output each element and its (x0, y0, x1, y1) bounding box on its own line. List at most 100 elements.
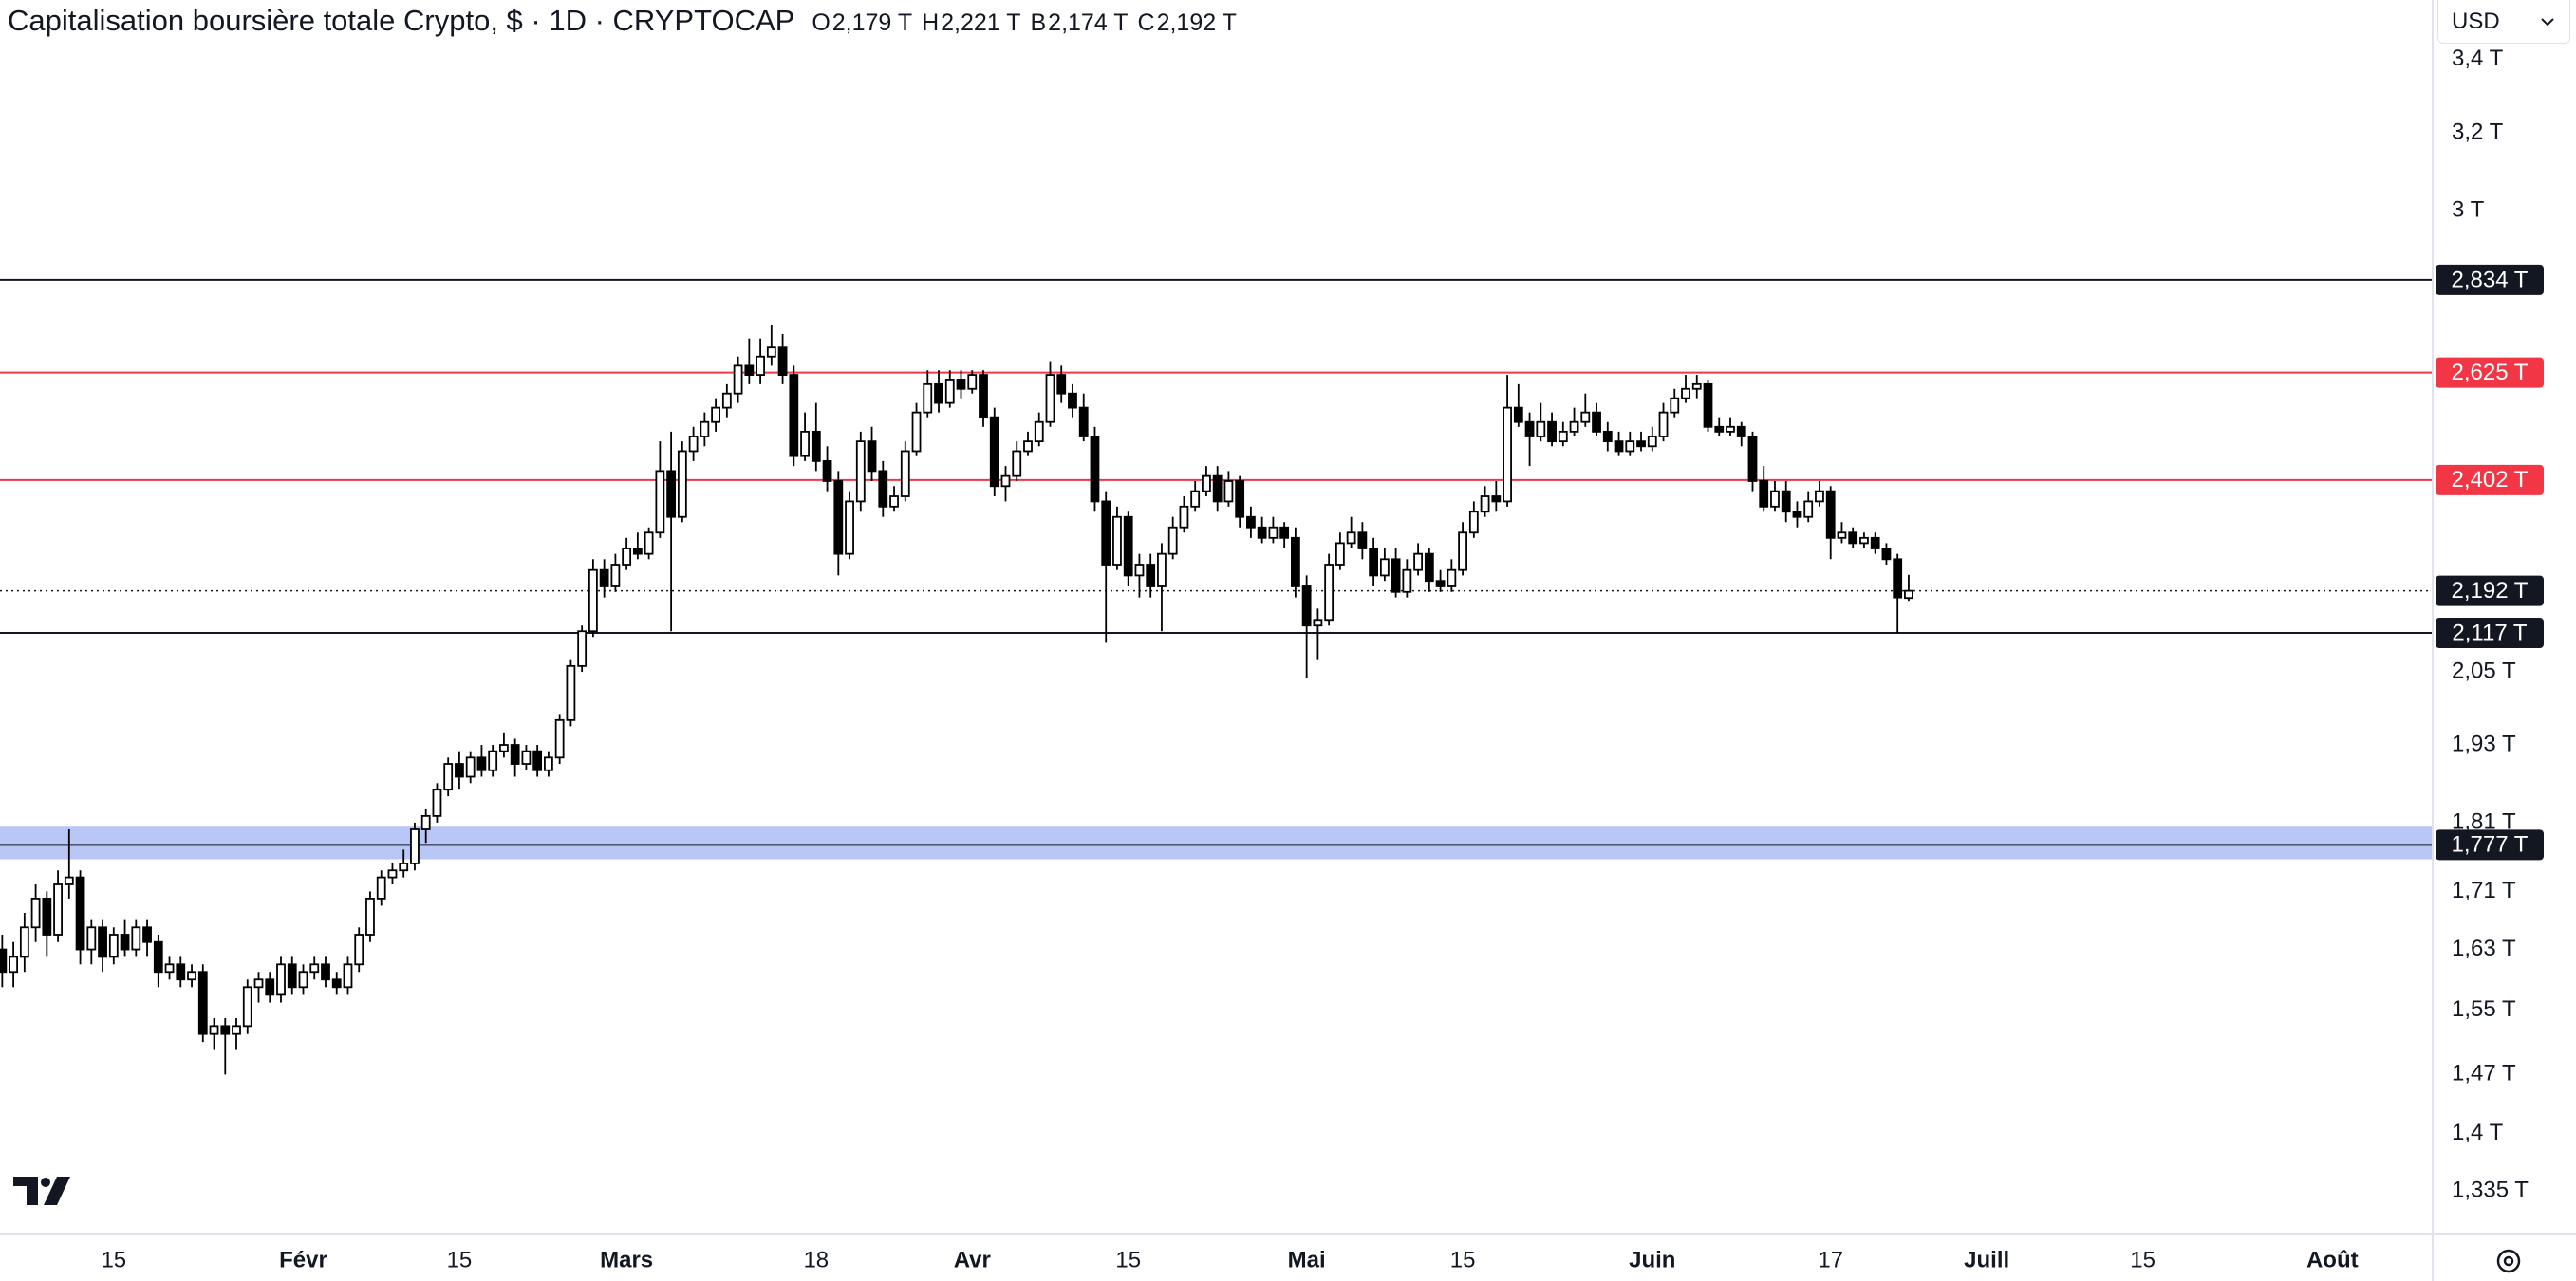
candle-body (1301, 585, 1312, 627)
label-layer: 3,4 T3,2 T3 T2,05 T1,93 T1,81 T1,71 T1,6… (101, 46, 2544, 1272)
candle-body (1413, 552, 1423, 571)
candle-body (1447, 568, 1457, 587)
currency-select[interactable]: USD (2437, 0, 2570, 44)
candle-body (1592, 411, 1601, 433)
candle-body (1614, 440, 1624, 453)
candle-body (811, 430, 821, 462)
price-label-box (2436, 357, 2544, 388)
candle-body (510, 744, 520, 765)
candle-body (153, 940, 163, 974)
candle-body (1000, 474, 1011, 488)
candle-body (1825, 490, 1836, 539)
candle-body (1357, 531, 1368, 549)
candle-body (1524, 420, 1535, 437)
candle-body (1691, 382, 1702, 390)
x-tick-label: 15 (2130, 1247, 2156, 1272)
candle-body (1402, 568, 1412, 593)
candle-body (1770, 490, 1780, 508)
ohlc-key: B (1030, 9, 1047, 36)
settings-icon[interactable] (2496, 1249, 2521, 1273)
candle-body (499, 744, 509, 752)
candle-body (1023, 440, 1033, 453)
candle-body (1726, 425, 1735, 433)
candle-body (1424, 552, 1434, 583)
candle-body (622, 548, 632, 566)
candle-body (298, 971, 308, 989)
candle-body (1658, 411, 1669, 437)
x-tick-label: Févr (279, 1247, 327, 1272)
candle-body (989, 416, 999, 488)
candle-body (1792, 511, 1802, 518)
candle-body (544, 756, 553, 771)
candle-body (1681, 387, 1690, 399)
candle-body (164, 963, 175, 974)
y-tick-label: 1,55 T (2452, 996, 2516, 1022)
candle-body (0, 948, 8, 974)
candle-body (432, 789, 442, 817)
candle-layer (0, 325, 1913, 1075)
candle-body (521, 750, 532, 765)
candle-body (800, 430, 810, 457)
candle-body (410, 828, 420, 864)
candle-body (577, 630, 588, 667)
candle-body (131, 926, 141, 951)
candle-body (1435, 580, 1446, 587)
candle-body (209, 1025, 219, 1035)
candle-body (1837, 531, 1847, 539)
candle-body (1112, 515, 1122, 566)
chevron-icon (2541, 17, 2554, 26)
level-layer (0, 278, 2433, 846)
candle-body (465, 756, 476, 778)
x-tick-label: 17 (1818, 1247, 1843, 1272)
candle-body (934, 382, 943, 404)
candle-body (1803, 500, 1814, 518)
time-axis-panel (0, 1234, 2576, 1281)
price-label-box (2436, 829, 2544, 861)
x-tick-label: 15 (101, 1247, 126, 1272)
candle-body (1034, 420, 1044, 443)
candle-body (1335, 542, 1345, 566)
x-tick-label: 15 (447, 1247, 473, 1272)
candle-body (1157, 552, 1167, 587)
candle-body (1647, 436, 1657, 448)
ohlc-key: C (1137, 9, 1155, 36)
candle-body (187, 971, 196, 981)
candle-body (766, 346, 776, 358)
x-tick-label: Avr (954, 1247, 991, 1272)
candle-body (900, 450, 910, 497)
logo-part (44, 1177, 70, 1205)
candle-body (721, 392, 732, 409)
candle-body (420, 814, 431, 830)
candle-body (655, 470, 665, 534)
candle-body (833, 480, 844, 555)
y-tick-label: 2,05 T (2452, 658, 2516, 683)
price-label-box (2436, 618, 2544, 649)
y-tick-label: 1,335 T (2452, 1178, 2529, 1203)
candle-body (1146, 564, 1156, 587)
candle-body (376, 876, 386, 900)
price-label: 2,625 T (2452, 360, 2529, 385)
ohlc-value: 2,192 T (1156, 9, 1237, 36)
y-tick-label: 3 T (2452, 197, 2485, 223)
candle-body (979, 374, 988, 418)
logo-part (41, 1178, 50, 1187)
candle-body (276, 963, 286, 996)
candle-body (1179, 505, 1189, 529)
candle-body (944, 379, 955, 404)
price-label: 2,117 T (2452, 620, 2528, 645)
candle-body (1123, 515, 1133, 577)
candle-body (1045, 374, 1055, 423)
candle-body (1391, 558, 1401, 593)
candle-body (1848, 531, 1858, 545)
candle-body (1257, 526, 1267, 539)
candle-body (1279, 526, 1290, 539)
candle-body (1625, 440, 1635, 453)
candle-body (1291, 536, 1300, 587)
candle-body (756, 355, 765, 376)
candle-body (599, 568, 609, 587)
candle-body (1636, 440, 1646, 448)
candle-body (1513, 406, 1523, 423)
